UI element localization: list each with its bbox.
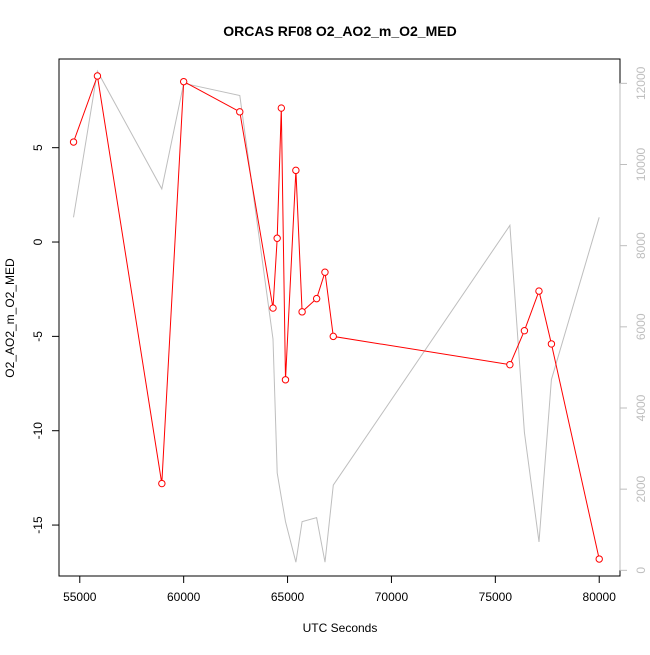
data-point <box>298 308 306 316</box>
x-axis-label: UTC Seconds <box>303 621 378 635</box>
primary-series-line <box>73 75 600 560</box>
data-point <box>69 138 78 146</box>
data-point <box>292 166 300 175</box>
series-layer <box>69 69 603 563</box>
data-point <box>281 376 290 384</box>
data-point <box>506 360 514 369</box>
data-point <box>321 268 329 276</box>
plot-frame <box>58 58 621 577</box>
data-point <box>179 77 188 86</box>
chart-title: ORCAS RF08 O2_AO2_m_O2_MED <box>223 23 456 39</box>
data-point <box>520 327 529 335</box>
y-tick-label: -10 <box>31 422 45 440</box>
data-point <box>312 294 321 303</box>
y2-tick-label: 4000 <box>634 394 648 421</box>
y-tick-label: 0 <box>31 238 45 245</box>
data-point <box>236 108 244 116</box>
y2-tick-label: 0 <box>634 567 648 574</box>
x-tick-label: 80000 <box>583 590 617 604</box>
x-tick-label: 70000 <box>375 590 409 604</box>
y-tick-label: -5 <box>31 331 45 342</box>
x-axis: 55000 60000 65000 70000 75000 80000 <box>63 575 617 604</box>
data-point <box>277 104 286 112</box>
y-tick-label: 5 <box>31 144 45 151</box>
x-tick-label: 75000 <box>479 590 513 604</box>
y2-tick-label: 10000 <box>634 148 648 182</box>
data-point <box>595 555 603 563</box>
data-point <box>535 287 543 295</box>
data-point <box>269 304 277 312</box>
data-point <box>273 234 281 242</box>
y2-tick-label: 6000 <box>634 313 648 340</box>
x-tick-label: 60000 <box>167 590 201 604</box>
y2-tick-label: 2000 <box>634 475 648 502</box>
y-axis-label: O2_AO2_m_O2_MED <box>3 258 17 378</box>
y-axis-right: 0 2000 4000 6000 8000 10000 12000 <box>619 66 648 574</box>
y2-tick-label: 12000 <box>634 66 648 100</box>
secondary-series-line <box>73 69 600 563</box>
y-tick-label: -15 <box>31 516 45 534</box>
data-point <box>329 332 337 341</box>
x-tick-label: 55000 <box>63 590 97 604</box>
x-tick-label: 65000 <box>271 590 305 604</box>
y-axis-left: -15 -10 -5 0 5 <box>31 144 60 534</box>
data-point <box>547 340 556 348</box>
data-point <box>158 479 166 488</box>
data-point <box>93 72 102 80</box>
y2-tick-label: 8000 <box>634 232 648 259</box>
